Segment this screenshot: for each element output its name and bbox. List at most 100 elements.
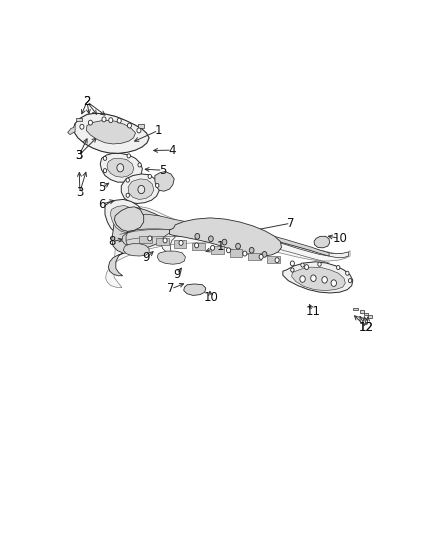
Circle shape: [179, 240, 183, 245]
Circle shape: [88, 120, 92, 125]
Circle shape: [194, 243, 199, 248]
Bar: [173, 240, 187, 248]
Circle shape: [275, 257, 279, 263]
Bar: [230, 249, 243, 257]
Circle shape: [331, 280, 336, 286]
Circle shape: [109, 118, 113, 123]
Polygon shape: [121, 174, 159, 204]
Bar: [156, 238, 169, 245]
Text: 3: 3: [76, 185, 84, 198]
Circle shape: [127, 123, 131, 128]
Polygon shape: [111, 206, 140, 232]
Circle shape: [259, 254, 263, 260]
Text: 10: 10: [332, 232, 347, 245]
Circle shape: [208, 236, 213, 241]
Polygon shape: [86, 120, 135, 144]
Polygon shape: [170, 218, 282, 256]
Circle shape: [148, 174, 152, 179]
Circle shape: [348, 279, 352, 282]
Polygon shape: [292, 267, 345, 290]
Polygon shape: [155, 172, 174, 191]
Circle shape: [346, 271, 349, 276]
Bar: [192, 243, 205, 251]
Text: 10: 10: [204, 290, 218, 304]
Circle shape: [148, 236, 152, 241]
Circle shape: [222, 239, 227, 245]
FancyBboxPatch shape: [138, 124, 144, 127]
Polygon shape: [161, 222, 348, 257]
Circle shape: [311, 275, 316, 281]
Circle shape: [249, 247, 254, 253]
Text: 8: 8: [108, 235, 116, 248]
Circle shape: [155, 183, 159, 188]
Circle shape: [138, 185, 145, 193]
Text: 7: 7: [167, 282, 175, 295]
FancyBboxPatch shape: [368, 315, 372, 318]
Polygon shape: [184, 284, 206, 295]
Bar: [248, 253, 261, 260]
Circle shape: [80, 124, 84, 129]
Circle shape: [236, 243, 240, 249]
Text: 9: 9: [143, 251, 150, 264]
Circle shape: [322, 277, 327, 283]
Polygon shape: [157, 251, 185, 264]
Text: 4: 4: [168, 144, 176, 157]
Circle shape: [243, 251, 247, 256]
FancyBboxPatch shape: [360, 310, 364, 313]
Text: 12: 12: [359, 321, 374, 334]
Circle shape: [226, 248, 230, 253]
Circle shape: [291, 268, 294, 272]
Polygon shape: [74, 113, 149, 154]
Circle shape: [117, 118, 121, 123]
Bar: [267, 256, 280, 263]
Polygon shape: [105, 199, 148, 237]
Text: 1: 1: [155, 124, 162, 137]
Text: 1: 1: [217, 240, 224, 253]
FancyBboxPatch shape: [353, 308, 357, 310]
Polygon shape: [283, 262, 353, 293]
Polygon shape: [128, 179, 154, 199]
Polygon shape: [114, 207, 144, 231]
Polygon shape: [107, 158, 134, 177]
Polygon shape: [122, 214, 329, 256]
Circle shape: [127, 154, 131, 158]
Bar: [211, 246, 224, 254]
Polygon shape: [108, 207, 174, 276]
Circle shape: [138, 163, 141, 167]
FancyBboxPatch shape: [364, 313, 368, 315]
Text: 3: 3: [75, 149, 83, 161]
Circle shape: [163, 238, 167, 243]
Circle shape: [290, 261, 294, 266]
Polygon shape: [124, 244, 149, 256]
Circle shape: [126, 193, 130, 197]
Circle shape: [137, 128, 141, 133]
Text: 5: 5: [99, 181, 106, 195]
Text: 5: 5: [159, 164, 166, 177]
Polygon shape: [314, 236, 330, 248]
Bar: [139, 236, 152, 243]
Circle shape: [126, 178, 130, 182]
Polygon shape: [67, 124, 75, 134]
Circle shape: [300, 276, 305, 282]
Text: 3: 3: [75, 149, 83, 161]
FancyBboxPatch shape: [76, 118, 82, 122]
Circle shape: [318, 262, 321, 266]
Polygon shape: [100, 154, 142, 182]
Text: 7: 7: [287, 217, 294, 230]
Text: 6: 6: [98, 198, 106, 211]
Circle shape: [103, 168, 107, 173]
Text: 12: 12: [359, 321, 374, 334]
Text: 2: 2: [83, 95, 91, 108]
Circle shape: [211, 245, 215, 251]
Polygon shape: [106, 207, 350, 288]
Text: 11: 11: [305, 304, 320, 318]
Circle shape: [117, 164, 124, 172]
Circle shape: [336, 265, 340, 270]
Circle shape: [102, 117, 106, 122]
Circle shape: [301, 263, 304, 267]
Text: 9: 9: [173, 268, 181, 280]
Circle shape: [262, 252, 267, 257]
Text: 2: 2: [83, 95, 91, 108]
Circle shape: [195, 233, 200, 239]
Circle shape: [304, 265, 309, 270]
